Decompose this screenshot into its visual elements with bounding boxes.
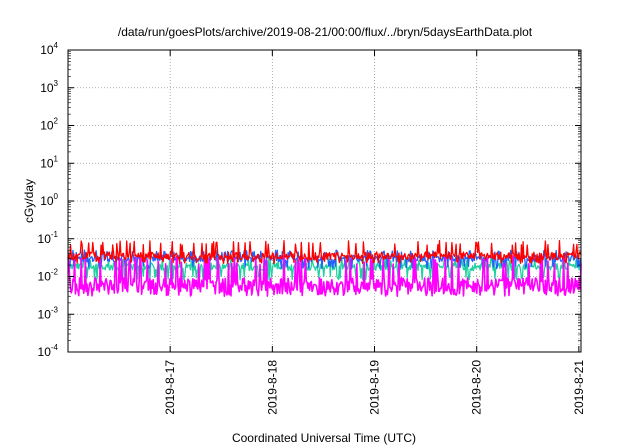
x-tick-label: 2019-8-21 — [572, 360, 586, 415]
x-tick-label: 2019-8-19 — [368, 360, 382, 415]
series-line — [67, 240, 582, 265]
y-tick-label: 101 — [40, 154, 58, 170]
y-tick-label: 10-1 — [38, 230, 59, 246]
ticks: 10-4 10-3 10-2 10-1 100 101 102 103 104 2019-8-17… — [38, 41, 586, 415]
x-axis-label: Coordinated Universal Time (UTC) — [232, 431, 416, 445]
x-tick-label: 2019-8-20 — [470, 360, 484, 415]
series-group — [67, 240, 582, 297]
plot-frame — [67, 49, 582, 353]
y-tick-label: 100 — [40, 192, 58, 208]
chart-title: /data/run/goesPlots/archive/2019-08-21/0… — [118, 25, 533, 39]
y-tick-label: 103 — [40, 79, 58, 95]
series-line — [67, 255, 582, 297]
y-tick-label: 10-4 — [38, 343, 59, 359]
y-axis-label: cGy/day — [22, 179, 36, 223]
y-tick-label: 102 — [40, 117, 58, 133]
grid — [68, 50, 581, 352]
series-line — [67, 257, 582, 281]
x-tick-label: 2019-8-18 — [265, 360, 279, 415]
x-tick-label: 2019-8-17 — [163, 360, 177, 415]
y-tick-label: 10-2 — [38, 268, 59, 284]
y-tick-label: 10-3 — [38, 305, 59, 321]
y-tick-label: 104 — [40, 41, 58, 57]
